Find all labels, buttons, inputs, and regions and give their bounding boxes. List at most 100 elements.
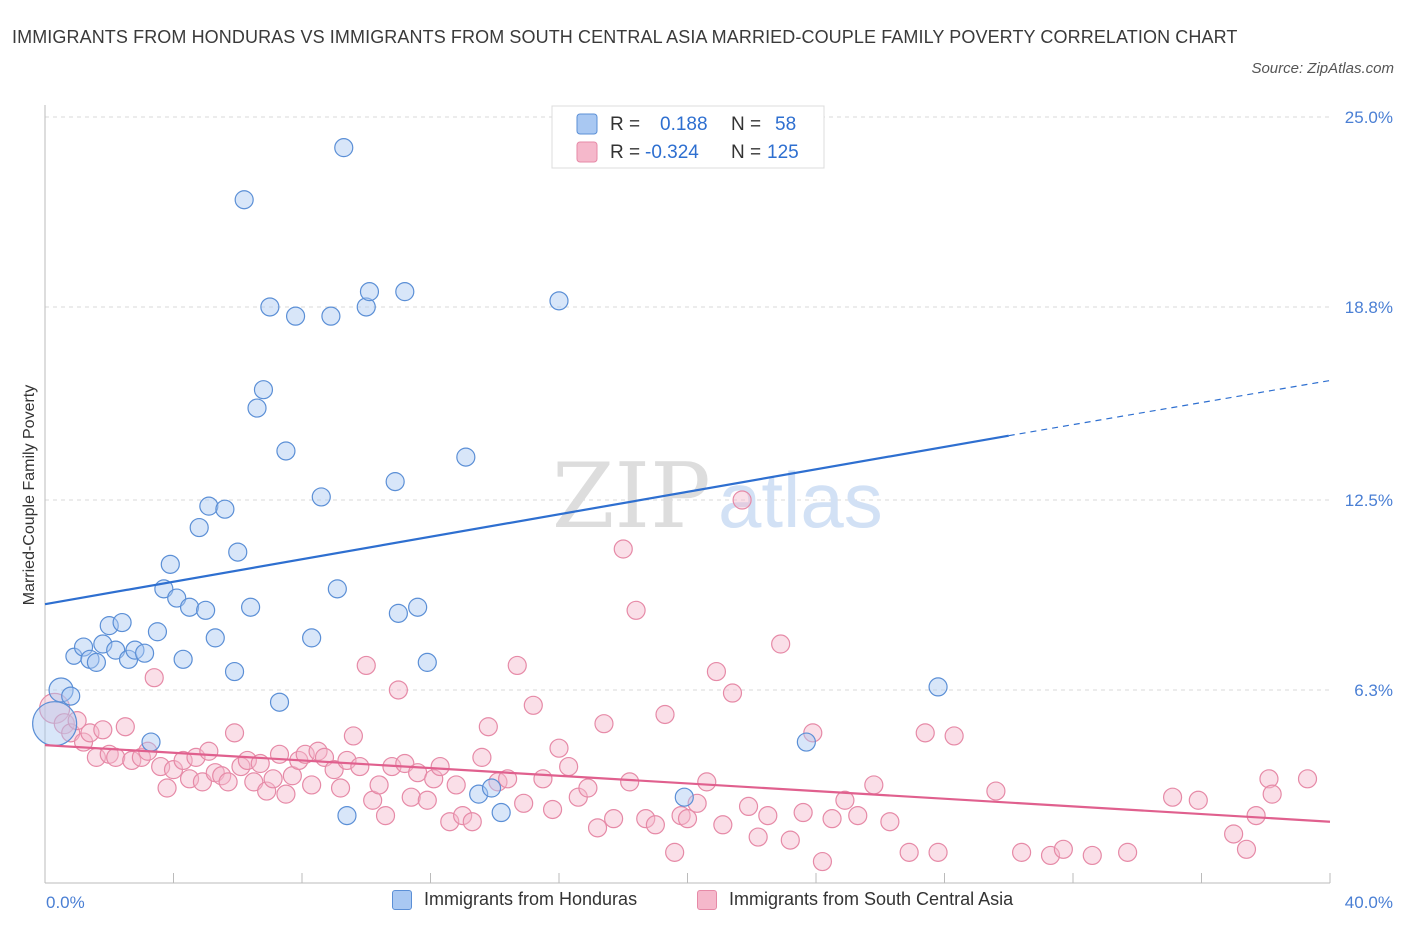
point-honduras-33 [269,692,290,712]
point-honduras-26 [224,661,245,682]
point-honduras-28 [234,190,254,210]
point-honduras-43 [359,282,380,302]
point-honduras-42 [356,297,376,317]
point-south-central-asia-101 [822,809,842,829]
point-honduras-44 [385,472,405,492]
legend-n-label-honduras: N = [731,114,761,135]
point-honduras-6 [86,652,107,672]
point-south-central-asia-25 [218,772,238,792]
trend-line-south-central-asia [44,744,1331,823]
point-south-central-asia-72 [559,756,579,777]
point-south-central-asia-31 [257,781,277,801]
point-south-central-asia-32 [263,769,283,789]
point-south-central-asia-110 [986,781,1006,801]
point-honduras-34 [276,441,296,461]
point-south-central-asia-90 [713,815,733,835]
legend-r-label-honduras: R = [610,114,640,135]
trend-line-honduras-extension [1008,379,1331,437]
legend-swatch-honduras [576,113,598,135]
legend-r-label-south-central-asia: R = [610,142,640,163]
y-tick-label-0: 6.3% [1354,681,1393,700]
point-south-central-asia-68 [523,695,543,715]
point-south-central-asia-111 [1011,842,1032,862]
point-honduras-45 [388,603,408,623]
point-honduras-46 [395,282,415,302]
point-south-central-asia-51 [388,680,408,700]
point-honduras-55 [928,677,948,697]
point-south-central-asia-56 [424,769,444,789]
trend-lines [44,379,1331,823]
point-honduras-36 [302,628,322,648]
point-honduras-25 [215,499,235,519]
point-south-central-asia-42 [330,778,351,798]
point-south-central-asia-46 [356,655,376,676]
point-honduras-17 [160,554,180,574]
point-honduras-0 [32,701,78,747]
point-south-central-asia-100 [812,851,833,872]
point-south-central-asia-113 [1053,839,1073,859]
legend-swatch-south-central-asia [576,141,598,163]
point-south-central-asia-22 [199,741,219,761]
y-axis-label: Married-Couple Family Poverty [21,385,38,606]
point-south-central-asia-115 [1118,842,1138,862]
point-honduras-21 [189,517,209,538]
point-honduras-31 [253,380,274,400]
point-south-central-asia-74 [578,778,598,798]
point-south-central-asia-103 [848,805,868,826]
point-south-central-asia-79 [620,772,640,792]
legend-n-value-honduras: 58 [775,114,796,135]
point-south-central-asia-48 [369,775,389,795]
y-tick-label-2: 18.8% [1345,298,1393,317]
point-south-central-asia-65 [498,769,518,789]
point-south-central-asia-96 [771,634,791,654]
point-south-central-asia-108 [928,842,948,862]
point-south-central-asia-70 [542,799,563,820]
point-honduras-48 [417,652,437,672]
point-south-central-asia-119 [1236,839,1257,859]
point-honduras-47 [408,597,428,617]
point-south-central-asia-69 [533,769,553,789]
point-honduras-14 [141,732,161,752]
point-honduras-35 [285,306,306,326]
point-honduras-37 [311,487,331,507]
point-south-central-asia-106 [899,842,919,862]
point-south-central-asia-26 [224,723,245,743]
point-south-central-asia-102 [835,790,855,810]
watermark-atlas: atlas [718,456,883,544]
point-south-central-asia-38 [302,775,322,795]
legend-swatch-honduras-bottom [392,889,412,910]
y-tick-label-1: 12.5% [1345,491,1393,510]
point-honduras-57 [674,787,694,807]
point-honduras-10 [112,612,132,633]
point-south-central-asia-123 [1297,769,1318,789]
point-honduras-39 [327,579,347,599]
point-honduras-51 [481,778,502,798]
point-honduras-38 [321,306,341,326]
point-south-central-asia-3 [67,711,87,731]
point-honduras-20 [179,597,200,617]
point-south-central-asia-93 [738,796,759,817]
point-honduras-19 [173,649,193,669]
tick-labels: 6.3% 12.5% 18.8% 25.0% 0.0% 40.0% [46,108,1393,912]
point-south-central-asia-92 [732,490,752,510]
correlation-legend: R = 0.188 N = 58 R = -0.324 N = 125 [551,105,825,169]
point-honduras-53 [549,291,569,311]
point-south-central-asia-84 [665,842,685,862]
point-south-central-asia-77 [604,809,624,829]
point-south-central-asia-33 [269,744,290,764]
point-south-central-asia-116 [1162,787,1183,807]
point-south-central-asia-88 [697,772,717,792]
point-south-central-asia-49 [375,805,396,826]
point-honduras-32 [260,297,280,317]
legend-label-honduras: Immigrants from Honduras [424,889,638,909]
trend-line-honduras [44,434,1009,606]
point-south-central-asia-76 [594,714,614,734]
point-honduras-23 [199,496,219,516]
point-south-central-asia-55 [417,790,437,810]
point-south-central-asia-95 [758,805,778,826]
point-south-central-asia-98 [793,802,813,823]
watermark: ZIP atlas [552,444,883,549]
chart-source: Source: ZipAtlas.com [1251,60,1394,77]
point-south-central-asia-59 [446,775,466,795]
point-south-central-asia-78 [613,539,633,559]
